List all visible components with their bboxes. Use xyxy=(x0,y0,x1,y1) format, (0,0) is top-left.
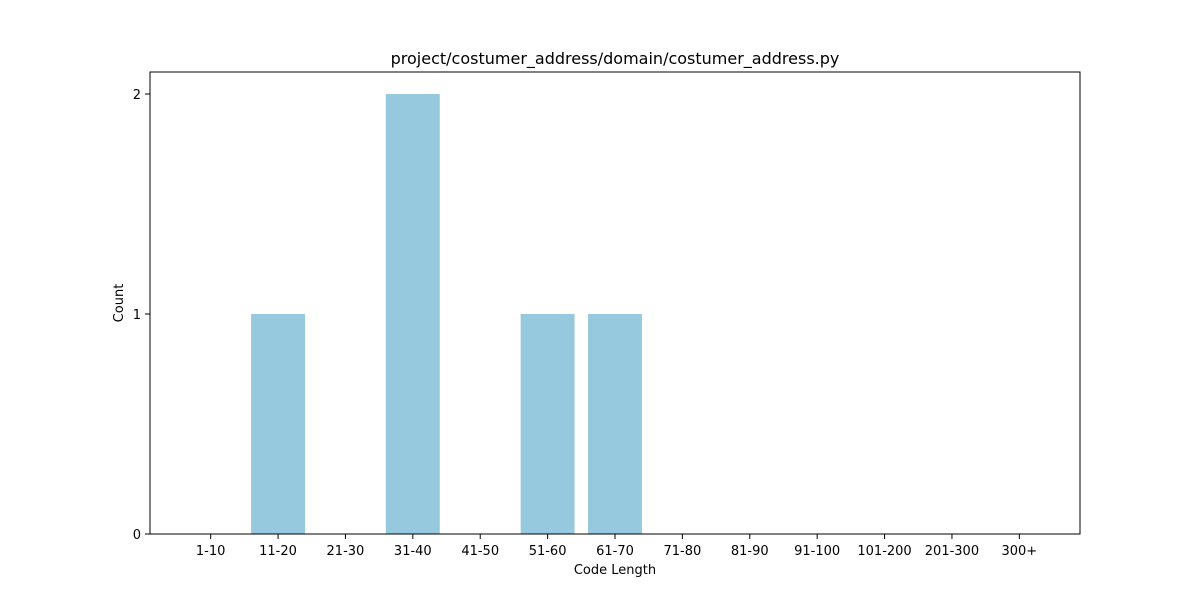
x-tick-label: 201-300 xyxy=(925,544,979,559)
bar-11-20 xyxy=(251,314,305,534)
bar-31-40 xyxy=(385,94,440,534)
x-tick-label: 1-10 xyxy=(196,544,226,559)
chart-title: project/costumer_address/domain/costumer… xyxy=(391,49,840,69)
x-axis: 1-10 11-20 21-30 31-40 41-50 51-60 61-70 71-80 8… xyxy=(196,534,1037,559)
x-tick-label: 300+ xyxy=(1001,544,1037,559)
x-tick-label: 61-70 xyxy=(596,544,634,559)
x-tick-label: 21-30 xyxy=(327,544,365,559)
x-tick-label: 51-60 xyxy=(529,544,567,559)
x-tick-label: 41-50 xyxy=(461,544,499,559)
bar-61-70 xyxy=(588,314,642,534)
x-tick-label: 91-100 xyxy=(794,544,840,559)
y-tick-label: 0 xyxy=(133,528,141,543)
bar-51-60 xyxy=(520,314,575,534)
x-tick-label: 31-40 xyxy=(394,544,432,559)
bars-group xyxy=(251,94,642,534)
x-tick-label: 101-200 xyxy=(857,544,911,559)
y-tick-label: 1 xyxy=(133,308,141,323)
x-tick-label: 11-20 xyxy=(259,544,297,559)
y-axis-label: Count xyxy=(112,284,127,323)
y-tick-label: 2 xyxy=(133,88,141,103)
x-tick-label: 71-80 xyxy=(664,544,702,559)
x-axis-label: Code Length xyxy=(574,563,656,578)
x-tick-label: 81-90 xyxy=(731,544,769,559)
y-axis: 0 1 2 xyxy=(133,88,150,543)
